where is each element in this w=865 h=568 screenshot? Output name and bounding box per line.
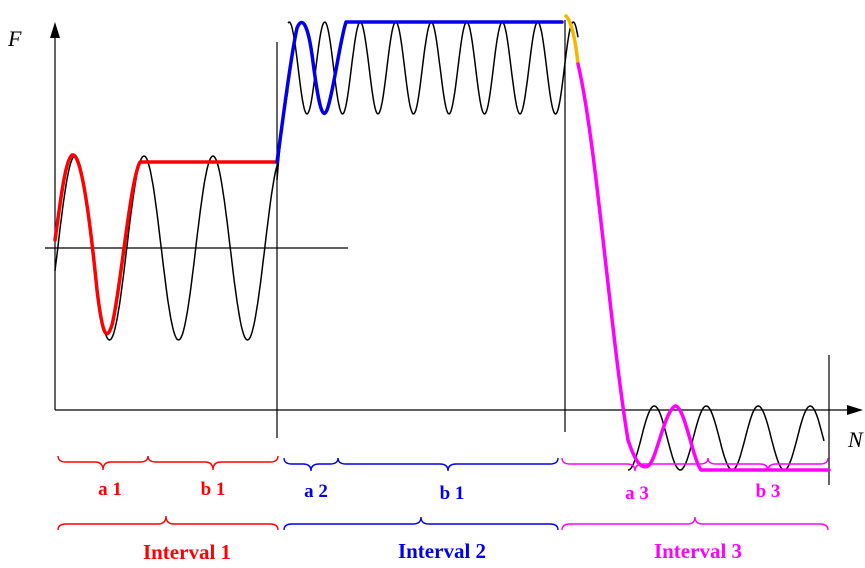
envelope-interval-3-tail (626, 404, 831, 472)
interval-label-2: Interval 2 (398, 539, 486, 563)
interval-label-1: Interval 1 (143, 540, 231, 564)
brace-interval-2 (283, 516, 559, 531)
brace-a3 (561, 457, 709, 472)
brace-b1-interval-2 (337, 457, 559, 472)
highlighted-envelope (53, 14, 831, 472)
brace-label-a3: a 3 (625, 483, 649, 504)
interval-labels: Interval 1 Interval 2 Interval 3 (143, 539, 742, 564)
reference-lines (45, 20, 830, 485)
envelope-interval-2 (275, 20, 564, 164)
brace-label-b1-interval-2: b 1 (440, 483, 465, 504)
brace-label-b1: b 1 (201, 479, 226, 500)
envelope-interval-3-drop (576, 62, 630, 442)
axes: F N (7, 22, 864, 452)
envelope-transition (564, 14, 580, 66)
brace-b3 (707, 457, 829, 472)
signal-curve-interval-2 (287, 21, 579, 115)
brace-a1 (57, 455, 149, 471)
brace-interval-3 (561, 516, 829, 531)
x-axis-label: N (847, 427, 864, 452)
brace-a2 (283, 457, 339, 472)
signal-curves (54, 21, 825, 471)
x-axis-arrowhead (847, 405, 863, 415)
interval-label-3: Interval 3 (654, 539, 742, 563)
brace-label-b3: b 3 (756, 481, 781, 502)
y-axis-arrowhead (50, 22, 60, 38)
brace-label-a1: a 1 (98, 479, 122, 500)
y-axis-label: F (7, 26, 22, 51)
envelope-interval-1 (53, 153, 279, 336)
brace-interval-1 (57, 515, 279, 531)
brace-label-a2: a 2 (304, 481, 328, 502)
brace-labels: a 1 b 1 a 2 b 1 a 3 b 3 (98, 479, 780, 504)
brace-group (57, 455, 829, 531)
signal-curve-interval-3 (627, 405, 825, 471)
brace-b1 (147, 455, 279, 471)
